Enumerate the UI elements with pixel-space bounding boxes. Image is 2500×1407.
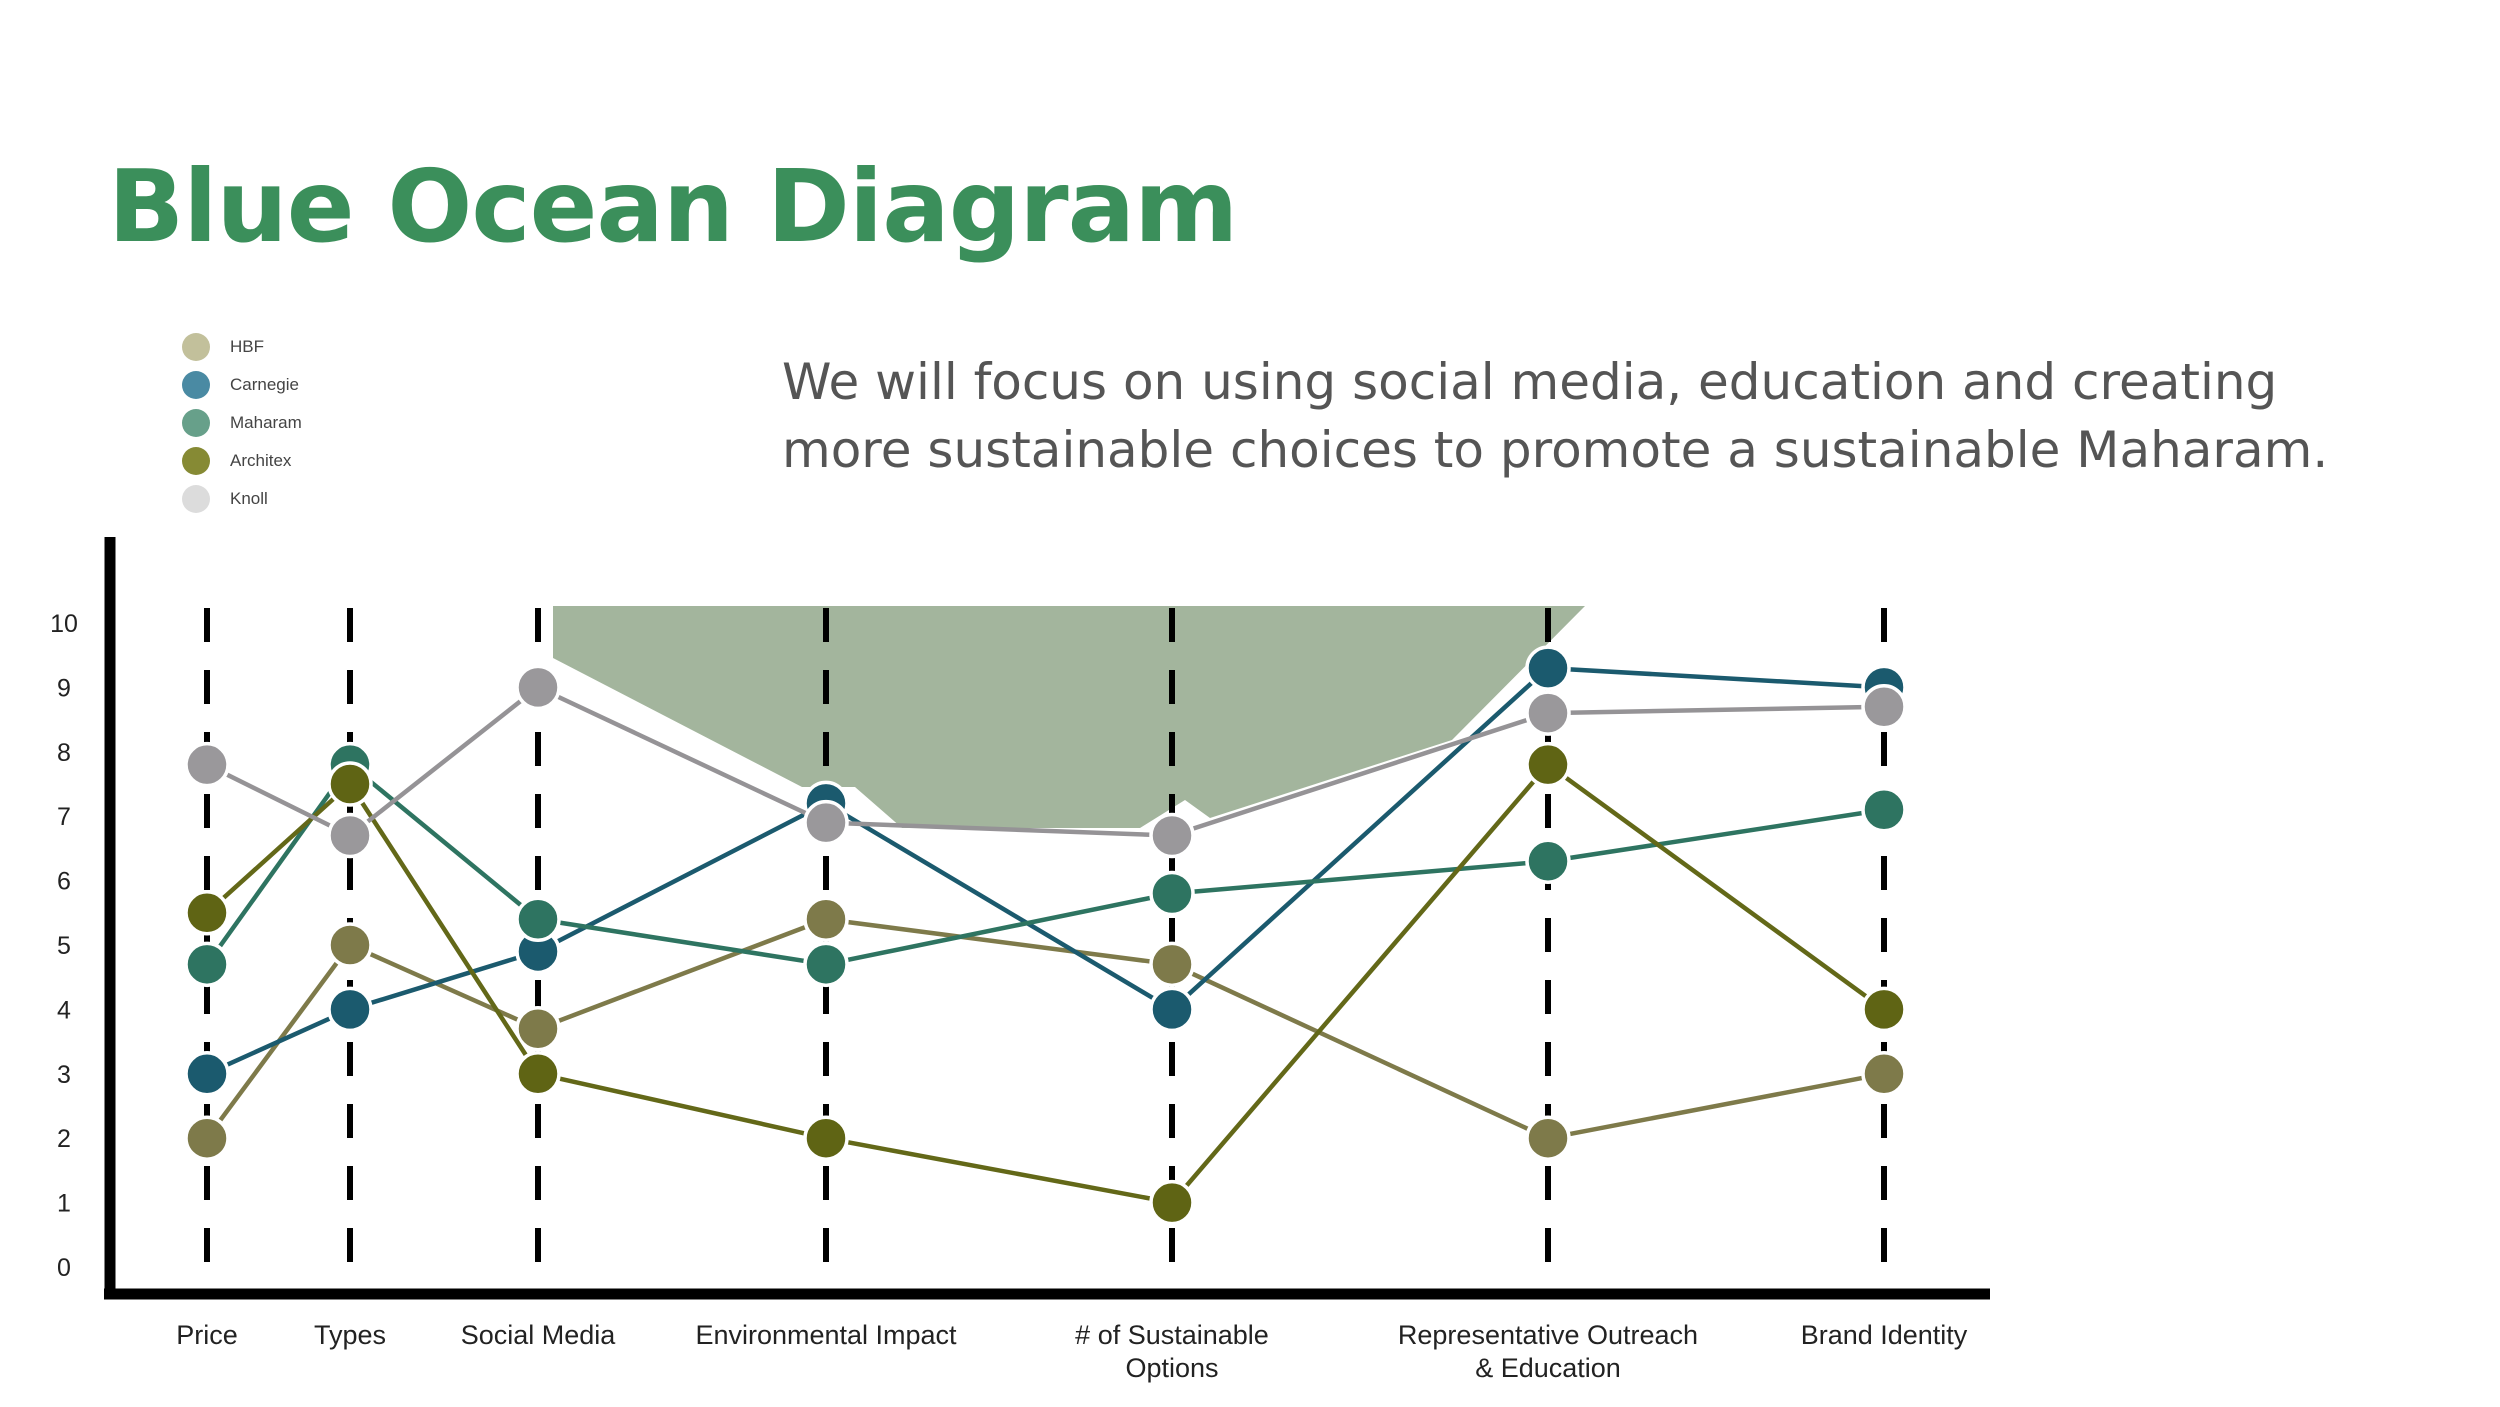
data-point: [327, 986, 373, 1033]
page-title: Blue Ocean Diagram: [108, 148, 1238, 265]
x-tick-label: Brand Identity: [1801, 1320, 1968, 1350]
data-point: [1861, 787, 1907, 833]
data-point: [1149, 1179, 1195, 1226]
legend-dot-icon: [182, 447, 210, 475]
x-tick-label: Price: [176, 1320, 238, 1350]
data-point: [1149, 870, 1195, 917]
legend-dot-icon: [182, 409, 210, 437]
data-point: [515, 1051, 561, 1097]
y-tick-label: 5: [57, 932, 71, 960]
x-tick-label: Social Media: [461, 1320, 617, 1350]
y-tick-labels: 0 1 2 3 4 5 6 7 8 9 10: [50, 610, 78, 1282]
y-tick-label: 3: [57, 1061, 71, 1089]
data-point: [803, 941, 849, 988]
legend-dot-icon: [182, 371, 210, 399]
x-tick-labels: Price Types Social Media Environmental Impa…: [176, 1320, 1968, 1383]
data-point: [184, 1051, 230, 1097]
legend-dot-icon: [182, 333, 210, 361]
data-point: [1525, 838, 1571, 885]
legend-item-carnegie: Carnegie: [182, 366, 302, 404]
data-point: [803, 896, 849, 942]
data-point: [1861, 683, 1907, 730]
data-point: [1525, 741, 1571, 788]
legend-item-knoll: Knoll: [182, 480, 302, 518]
series-hbf: [184, 896, 1907, 1161]
data-point: [515, 664, 561, 711]
y-tick-label: 10: [50, 610, 78, 638]
data-point: [184, 1115, 230, 1161]
y-tick-label: 9: [57, 674, 71, 702]
y-tick-label: 6: [57, 868, 71, 896]
series-lines: [184, 645, 1907, 1226]
legend-label: Architex: [230, 451, 292, 470]
data-point: [1525, 690, 1571, 736]
page-subtitle: We will focus on using social media, edu…: [782, 353, 2329, 479]
y-tick-label: 7: [57, 803, 71, 831]
legend-item-hbf: HBF: [182, 328, 302, 366]
legend-label: Knoll: [230, 489, 268, 508]
legend-label: HBF: [230, 337, 264, 356]
data-point: [184, 941, 230, 988]
data-point: [1149, 941, 1195, 988]
data-point: [327, 812, 373, 859]
data-point: [1525, 1115, 1571, 1161]
y-tick-label: 1: [57, 1190, 71, 1218]
legend-item-maharam: Maharam: [182, 404, 302, 442]
data-point: [1149, 812, 1195, 859]
y-tick-label: 8: [57, 739, 71, 767]
y-tick-label: 4: [57, 996, 71, 1024]
x-tick-label: Environmental Impact: [695, 1320, 957, 1350]
y-tick-label: 2: [57, 1125, 71, 1153]
series-knoll: [184, 664, 1907, 859]
data-point: [1861, 1051, 1907, 1097]
data-point: [184, 890, 230, 936]
x-tick-label: # of Sustainable Options: [1075, 1320, 1269, 1383]
data-point: [515, 1005, 561, 1052]
data-point: [327, 761, 373, 807]
x-tick-label: Types: [314, 1320, 386, 1350]
legend-dot-icon: [182, 485, 210, 513]
series-architex: [184, 741, 1907, 1226]
legend-item-architex: Architex: [182, 442, 302, 480]
data-point: [803, 799, 849, 846]
data-point: [327, 922, 373, 968]
chart-legend: HBF Carnegie Maharam Architex Knoll: [182, 328, 302, 518]
data-point: [803, 1115, 849, 1161]
y-tick-label: 0: [57, 1254, 71, 1282]
data-point: [515, 896, 561, 942]
highlight-area: [553, 606, 1585, 828]
legend-label: Carnegie: [230, 375, 299, 394]
data-point: [1525, 645, 1571, 691]
legend-label: Maharam: [230, 413, 302, 432]
data-point: [184, 741, 230, 788]
x-tick-label: Representative Outreach & Education: [1398, 1320, 1698, 1383]
data-point: [1149, 986, 1195, 1033]
data-point: [1861, 986, 1907, 1033]
